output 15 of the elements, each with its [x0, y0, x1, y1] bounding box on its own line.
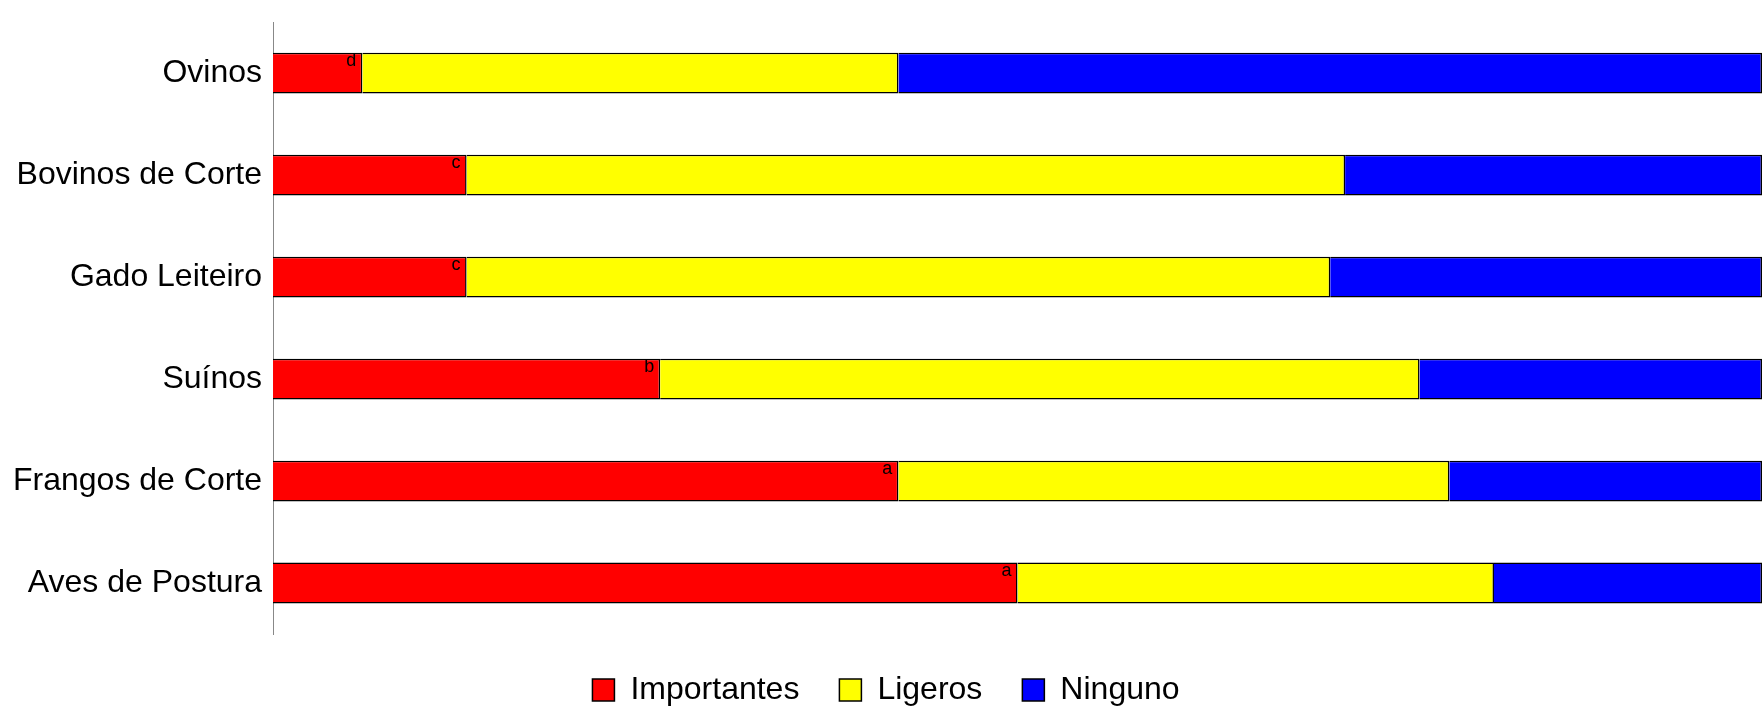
- annotation: b: [644, 356, 655, 377]
- y-tick-label: Gado Leiteiro: [69, 256, 263, 293]
- y-tick-label: Suínos: [162, 358, 263, 395]
- annotation: a: [1001, 559, 1013, 580]
- y-tick-label: Bovinos de Corte: [16, 154, 263, 191]
- legend-label: Importantes: [630, 669, 800, 706]
- y-tick-label: Aves de Postura: [27, 562, 263, 599]
- annotation: c: [451, 152, 461, 173]
- annotation: d: [346, 50, 357, 71]
- y-tick-label: Ovinos: [162, 53, 263, 90]
- legend-label: Ninguno: [1060, 669, 1180, 706]
- y-tick-label: Frangos de Corte: [13, 460, 263, 497]
- annotation: c: [451, 254, 461, 275]
- legend-label: Ligeros: [877, 669, 983, 706]
- annotation: a: [882, 458, 894, 479]
